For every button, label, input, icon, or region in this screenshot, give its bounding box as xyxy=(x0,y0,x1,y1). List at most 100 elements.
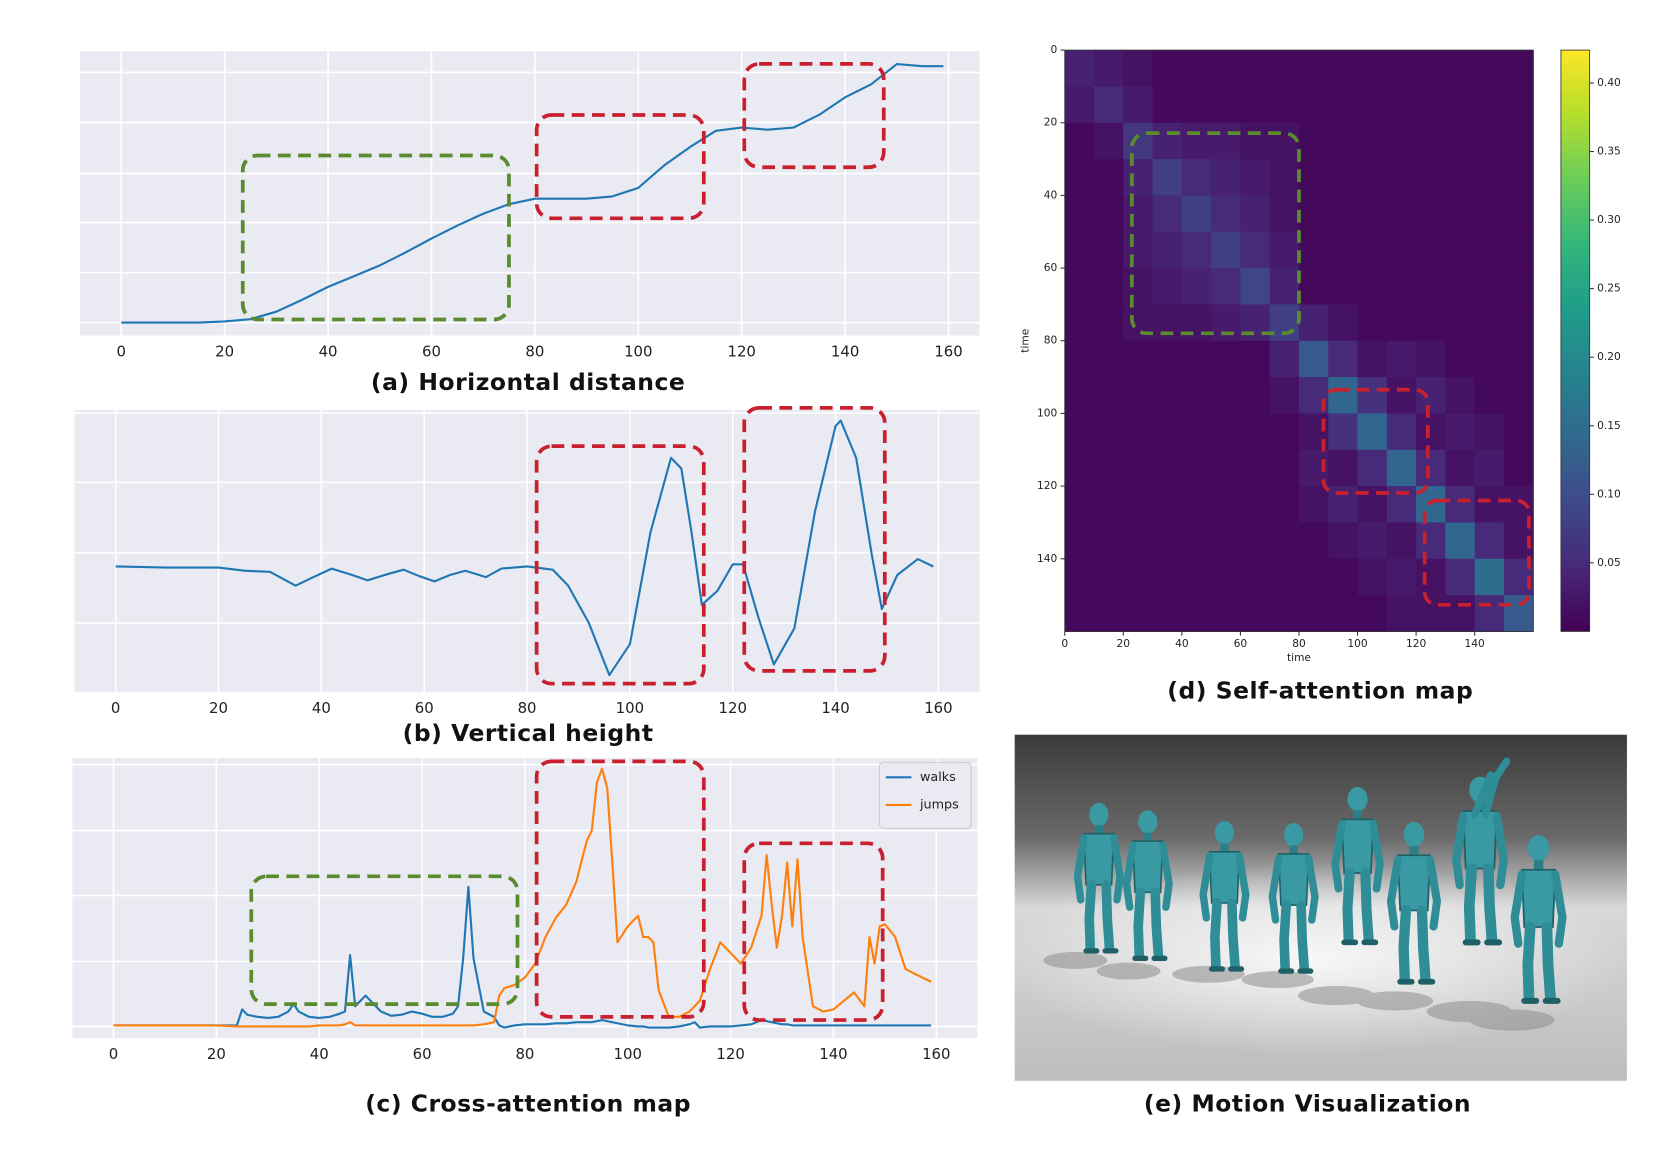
heat-cell xyxy=(1064,86,1095,124)
x-tick-label: 80 xyxy=(525,342,544,360)
legend-label: walks xyxy=(920,770,956,785)
heat-cell xyxy=(1211,340,1241,378)
x-tick-label: 20 xyxy=(209,699,228,717)
heat-cell xyxy=(1211,195,1241,233)
heat-cell xyxy=(1416,86,1446,124)
x-tick-label: 160 xyxy=(934,342,962,360)
heat-cell xyxy=(1298,159,1329,196)
heat-cell xyxy=(1152,377,1183,414)
heat-cell xyxy=(1094,486,1124,523)
x-tick-label: 40 xyxy=(310,1045,329,1063)
heat-cell xyxy=(1269,268,1300,305)
heat-cell xyxy=(1357,268,1388,305)
heat-cell xyxy=(1474,122,1505,160)
heat-cell xyxy=(1445,522,1476,560)
heat-cell xyxy=(1269,50,1300,87)
heat-cell xyxy=(1474,268,1505,305)
heat-cell xyxy=(1181,377,1212,414)
x-tick-label: 60 xyxy=(1234,637,1248,650)
heat-cell xyxy=(1503,50,1534,87)
heat-cell xyxy=(1123,595,1154,632)
heat-cell xyxy=(1094,340,1124,378)
heat-cell xyxy=(1298,304,1329,342)
x-tick-label: 60 xyxy=(415,699,434,717)
heat-cell xyxy=(1094,449,1124,487)
heat-cell xyxy=(1416,268,1446,305)
heat-cell xyxy=(1386,231,1417,269)
heat-cell xyxy=(1328,304,1359,342)
heat-cell xyxy=(1357,377,1388,414)
heat-cell xyxy=(1298,340,1329,378)
y-tick-label: 80 xyxy=(1044,334,1058,347)
heat-cell xyxy=(1357,522,1388,560)
x-tick-label: 40 xyxy=(319,342,338,360)
x-axis-label: time xyxy=(1287,651,1311,664)
x-tick-label: 120 xyxy=(1406,637,1427,650)
heat-cell xyxy=(1386,413,1417,451)
heat-cell xyxy=(1298,486,1329,523)
caption: (d) Self-attention map xyxy=(1167,677,1473,705)
y-tick-label: 20 xyxy=(1044,116,1058,129)
heat-cell xyxy=(1445,50,1476,87)
y-tick-label: 40 xyxy=(1044,188,1058,201)
heat-cell xyxy=(1357,50,1388,87)
heat-cell xyxy=(1181,122,1212,160)
heat-cell xyxy=(1503,231,1534,269)
heat-cell xyxy=(1328,159,1359,196)
heat-cell xyxy=(1386,86,1417,124)
heat-cell xyxy=(1152,268,1183,305)
heat-cell xyxy=(1240,231,1271,269)
heat-cell xyxy=(1503,413,1534,451)
heat-cell xyxy=(1445,195,1476,233)
heat-cell xyxy=(1445,231,1476,269)
heat-cell xyxy=(1474,50,1505,87)
heat-cell xyxy=(1064,195,1095,233)
heat-cell xyxy=(1240,86,1271,124)
heat-cell xyxy=(1298,195,1329,233)
heat-cell xyxy=(1240,377,1271,414)
heat-cell xyxy=(1357,413,1388,451)
x-tick-label: 160 xyxy=(922,1045,950,1063)
heat-cell xyxy=(1357,231,1388,269)
heat-cell xyxy=(1240,195,1271,233)
legend-box xyxy=(878,761,972,829)
heat-cell xyxy=(1328,231,1359,269)
heat-cell xyxy=(1445,340,1476,378)
x-tick-label: 100 xyxy=(614,1045,642,1063)
heat-cell xyxy=(1123,86,1154,124)
heat-cell xyxy=(1240,268,1271,305)
heat-cell xyxy=(1416,231,1446,269)
heat-cell xyxy=(1328,50,1359,87)
heat-cell xyxy=(1181,522,1212,560)
highlight-box xyxy=(742,62,886,170)
x-tick-label: 120 xyxy=(716,1045,744,1063)
heat-cell xyxy=(1474,595,1505,632)
legend-label: jumps xyxy=(919,797,959,812)
y-axis-label: time xyxy=(1018,329,1031,353)
data-line xyxy=(113,885,932,1029)
colorbar-tick-label: 0.05 xyxy=(1597,556,1621,569)
heat-cell xyxy=(1240,122,1271,160)
heat-cell xyxy=(1123,340,1154,378)
heat-cell xyxy=(1328,268,1359,305)
colorbar-tick-label: 0.40 xyxy=(1597,76,1621,89)
heat-cell xyxy=(1328,377,1359,414)
x-tick-label: 0 xyxy=(111,699,120,717)
heat-cell xyxy=(1123,159,1154,196)
raised-arms xyxy=(1470,757,1511,819)
heat-cell xyxy=(1386,377,1417,414)
caption: (b) Vertical height xyxy=(403,719,654,747)
heat-cell xyxy=(1181,304,1212,342)
heat-cell xyxy=(1152,595,1183,632)
heat-cell xyxy=(1298,558,1329,596)
highlight-box xyxy=(1129,131,1301,336)
heat-cell xyxy=(1474,486,1505,523)
x-tick-label: 140 xyxy=(819,1045,847,1063)
heat-cell xyxy=(1064,50,1095,87)
heat-cell xyxy=(1386,522,1417,560)
heat-cell xyxy=(1123,268,1154,305)
heat-cell xyxy=(1328,595,1359,632)
heat-cell xyxy=(1123,413,1154,451)
heat-cell xyxy=(1211,268,1241,305)
heat-cell xyxy=(1240,558,1271,596)
